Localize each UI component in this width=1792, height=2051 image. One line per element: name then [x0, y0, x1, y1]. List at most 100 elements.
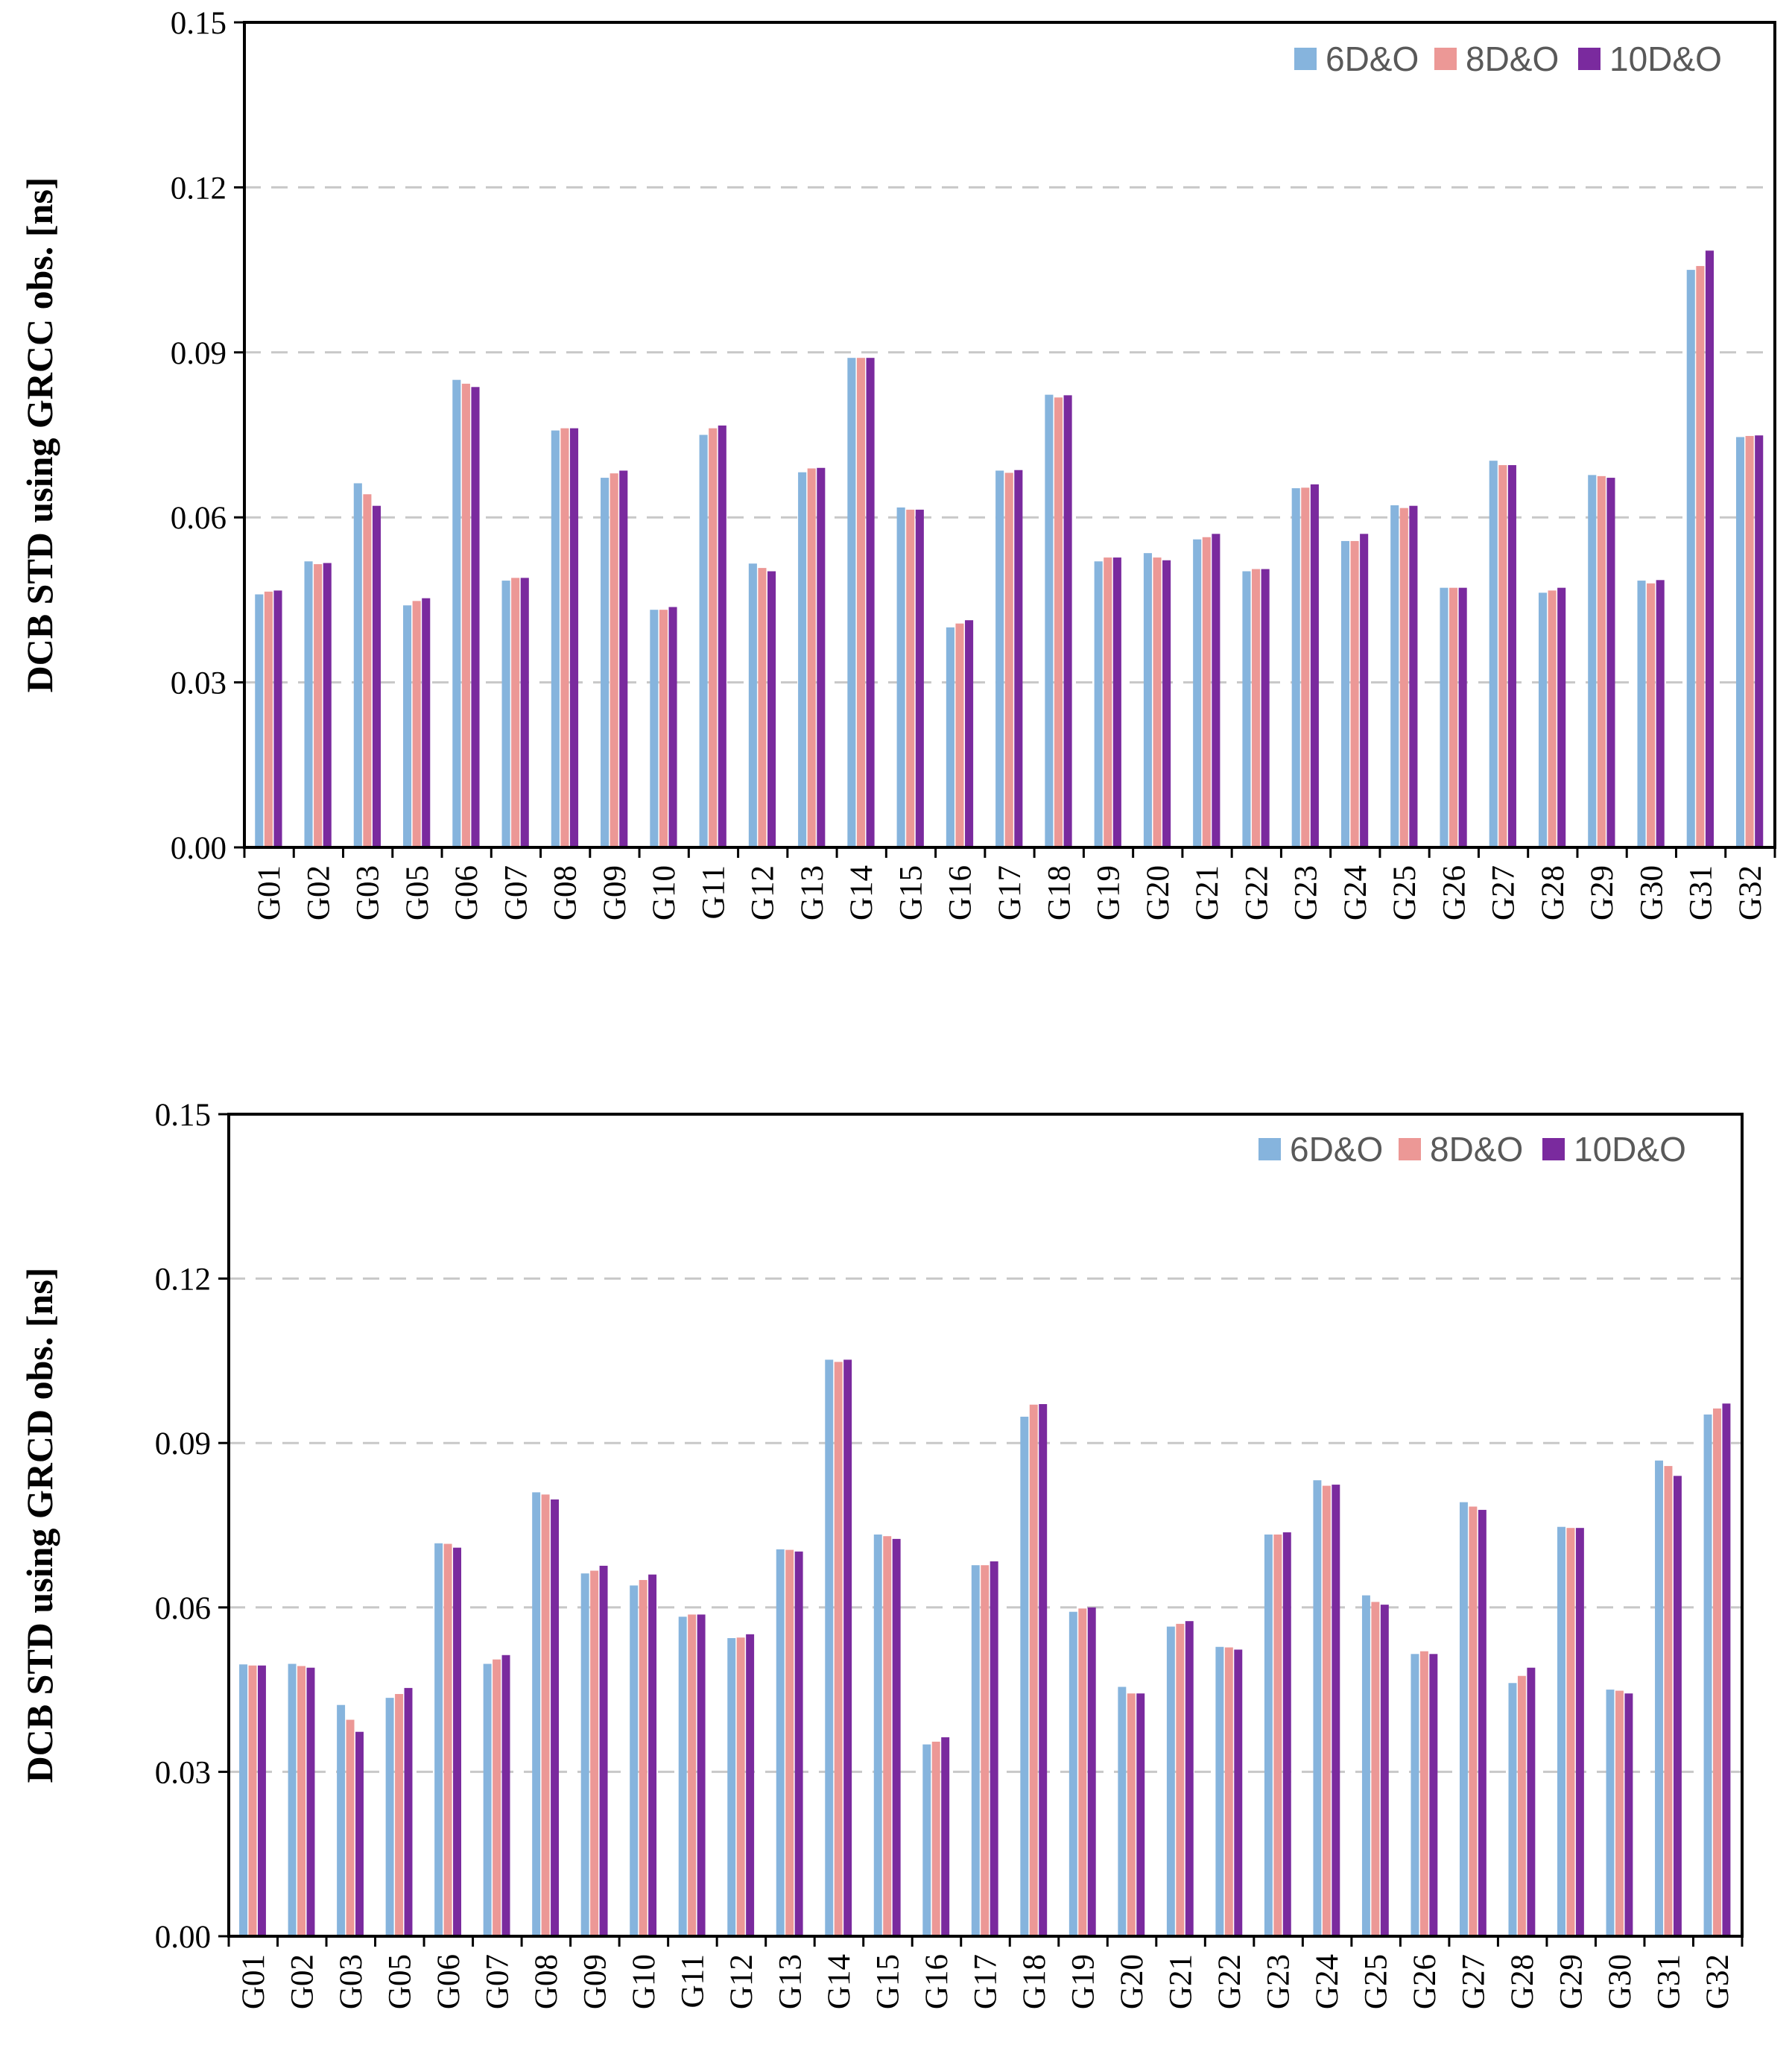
bar-g09-s2: [599, 1565, 608, 1936]
x-tick-label: G01: [236, 1954, 271, 2009]
legend-swatch-6do: [1294, 48, 1317, 70]
bar-g23-s1: [1273, 1535, 1282, 1936]
bar-g08-s1: [541, 1494, 550, 1936]
bar-g10-s0: [630, 1585, 639, 1936]
legend-item-6do: 6D&O: [1258, 1130, 1383, 1169]
bar-g25-s1: [1399, 508, 1408, 847]
bar-g28-s0: [1508, 1683, 1517, 1936]
bar-g13-s0: [776, 1549, 785, 1936]
bar-g17-s2: [990, 1561, 998, 1936]
x-tick-label: G32: [1700, 1954, 1735, 2009]
x-tick-label: G06: [431, 1954, 466, 2009]
bar-g14-s1: [856, 358, 866, 847]
bar-g16-s0: [922, 1744, 931, 1936]
bar-g23-s1: [1301, 487, 1310, 847]
x-tick-label: G02: [301, 865, 336, 920]
x-tick-label: G26: [1437, 865, 1472, 920]
bar-g30-s0: [1606, 1690, 1615, 1936]
bar-g29-s0: [1588, 475, 1597, 847]
bar-g16-s0: [946, 627, 954, 847]
bar-g10-s2: [668, 607, 677, 847]
bar-g05-s0: [385, 1698, 394, 1936]
x-tick-label: G12: [724, 1954, 759, 2009]
bar-g31-s1: [1696, 265, 1705, 848]
bar-g26-s2: [1429, 1654, 1438, 1936]
bar-g25-s0: [1361, 1595, 1370, 1936]
bar-g01-s2: [273, 590, 282, 847]
x-tick-label: G12: [746, 865, 781, 920]
bar-g11-s0: [678, 1617, 687, 1936]
bar-g29-s2: [1606, 478, 1615, 847]
bar-g21-s1: [1202, 537, 1211, 847]
x-tick-label: G30: [1603, 1954, 1638, 2009]
bar-g16-s1: [931, 1741, 940, 1936]
bar-g06-s0: [434, 1543, 443, 1936]
bar-g24-s0: [1313, 1480, 1322, 1936]
bar-g06-s1: [461, 383, 470, 847]
y-tick-label: 0.06: [171, 501, 227, 536]
bar-g15-s0: [896, 507, 905, 847]
bar-g05-s0: [403, 605, 412, 847]
bar-g14-s2: [866, 358, 875, 847]
bar-g15-s2: [892, 1538, 901, 1936]
legend-swatch-10do: [1542, 1138, 1565, 1160]
x-tick-labels: G01 G02 G03 G05 G06 G07 G08 G09 G10 G11 G12 G13 G14 G…: [236, 1954, 1735, 2009]
bar-g27-s1: [1498, 465, 1507, 847]
bar-g11-s0: [699, 434, 708, 847]
bar-g07-s2: [520, 578, 529, 847]
bar-g01-s1: [248, 1665, 257, 1936]
y-tick-label: 0.15: [155, 1098, 211, 1133]
bar-g15-s2: [915, 509, 924, 847]
y-axis-title: DCB STD using GRCC obs. [ns]: [19, 177, 60, 693]
bar-g15-s1: [883, 1536, 892, 1936]
bar-g32-s2: [1755, 435, 1764, 847]
y-axis-title: DCB STD using GRCD obs. [ns]: [19, 1268, 60, 1783]
x-tick-label: G23: [1261, 1954, 1296, 2009]
legend-swatch-8do: [1434, 48, 1457, 70]
legend-swatch-6do: [1258, 1138, 1281, 1160]
x-tick-label: G11: [696, 865, 731, 919]
bar-g19-s1: [1078, 1608, 1087, 1936]
x-tick-label: G24: [1338, 865, 1373, 920]
x-tick-label: G07: [498, 865, 534, 920]
bar-g30-s1: [1615, 1690, 1624, 1936]
bar-g01-s1: [264, 591, 273, 847]
x-tick-label: G15: [893, 865, 928, 920]
x-tick-label: G24: [1310, 1954, 1345, 2009]
bar-g13-s0: [798, 472, 807, 847]
bar-g12-s1: [736, 1637, 745, 1936]
bar-g30-s0: [1637, 581, 1646, 847]
legend-label-6do: 6D&O: [1290, 1130, 1383, 1169]
bar-g21-s1: [1176, 1623, 1185, 1936]
bar-g31-s0: [1686, 270, 1695, 848]
x-tick-label: G02: [285, 1954, 320, 2009]
bar-g30-s1: [1647, 583, 1656, 847]
x-tick-label: G17: [992, 865, 1028, 920]
x-tick-label: G01: [252, 865, 287, 920]
y-tick-label: 0.03: [171, 666, 227, 701]
legend: 6D&O 8D&O 10D&O: [1294, 39, 1722, 78]
chart-grcc: 0.00 0.03 0.06 0.09 0.12 0.15 G01 G02 G03 G05 G06…: [19, 6, 1776, 920]
x-tick-label: G30: [1634, 865, 1669, 920]
bar-g14-s2: [843, 1359, 852, 1936]
bar-g23-s0: [1264, 1535, 1273, 1936]
x-tick-label: G22: [1212, 1954, 1247, 2009]
x-tick-label: G05: [400, 865, 435, 920]
x-tick-label: G16: [943, 865, 978, 920]
bar-g32-s2: [1722, 1403, 1731, 1936]
bar-g11-s2: [697, 1614, 706, 1936]
bar-g10-s1: [659, 610, 668, 847]
bar-g29-s2: [1575, 1528, 1584, 1936]
bar-g05-s2: [404, 1687, 413, 1936]
bar-g26-s2: [1458, 587, 1467, 847]
y-tick-label: 0.00: [155, 1920, 211, 1955]
bar-g16-s2: [941, 1737, 950, 1936]
bar-g17-s0: [995, 470, 1004, 847]
bar-g10-s1: [639, 1580, 648, 1936]
x-tick-label: G28: [1505, 1954, 1540, 2009]
bar-g19-s0: [1068, 1611, 1077, 1936]
x-tick-label: G27: [1457, 1954, 1492, 2009]
bar-g09-s0: [601, 478, 610, 847]
y-tick-label: 0.00: [171, 831, 227, 866]
x-tick-label: G18: [1042, 865, 1077, 920]
